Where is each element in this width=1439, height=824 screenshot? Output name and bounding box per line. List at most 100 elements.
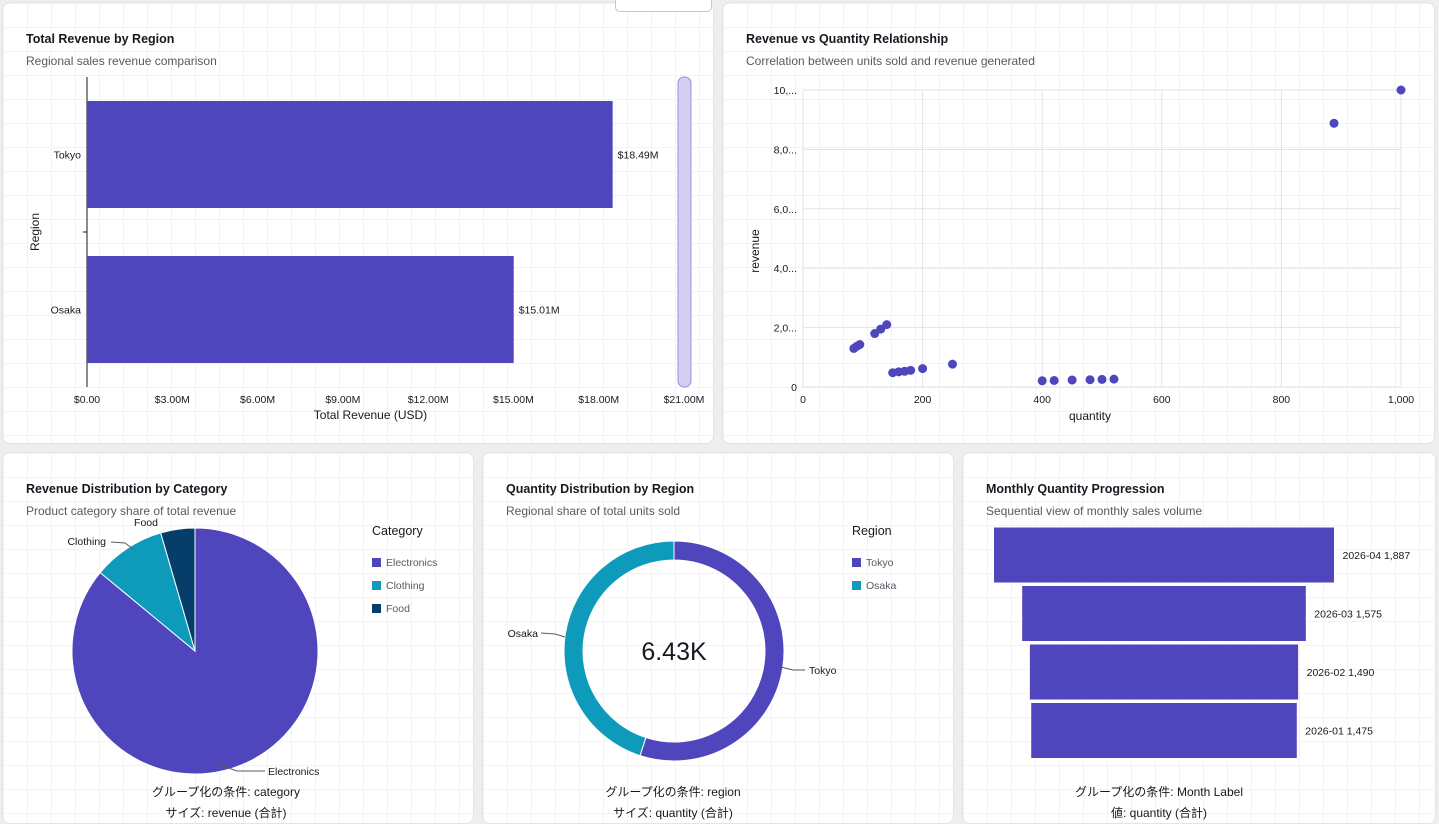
- x-axis-label: quantity: [1069, 409, 1111, 423]
- legend-title: Category: [372, 524, 423, 538]
- y-tick-label: 2,0...: [774, 323, 797, 335]
- legend-item: Tokyo: [866, 557, 894, 569]
- donut-chart: 6.43K Tokyo Osaka Region Tokyo Osaka: [508, 524, 897, 762]
- legend-swatch: [372, 558, 381, 567]
- bar-tokyo: [87, 101, 613, 208]
- scroll-handle: [677, 76, 692, 388]
- center-total: 6.43K: [641, 638, 707, 666]
- y-axis-label: Region: [28, 213, 42, 251]
- group-by-label: グループ化の条件: region: [605, 785, 741, 799]
- bar-chart: Tokyo $18.49M Osaka $15.01M $0.00 $3.00M $6.00…: [28, 76, 705, 422]
- data-label: $18.49M: [618, 150, 659, 162]
- pie-slice-food: [160, 527, 196, 652]
- legend-swatch: [852, 558, 861, 567]
- x-tick-label: 0: [800, 394, 806, 406]
- funnel-label: 2026-03 1,575: [1314, 609, 1382, 621]
- scatter-point: [906, 365, 916, 375]
- funnel-bar-2026-03: [1021, 585, 1307, 642]
- group-by-label: グループ化の条件: Month Label: [1075, 785, 1243, 799]
- slice-label: Tokyo: [809, 665, 837, 677]
- x-tick-label: $9.00M: [325, 394, 360, 406]
- panel-subtitle: Regional share of total units sold: [506, 504, 681, 518]
- x-tick-label: $3.00M: [155, 394, 190, 406]
- visual-toolbar[interactable]: [615, 0, 712, 12]
- scatter-point: [1049, 375, 1059, 385]
- bar-osaka: [87, 256, 514, 363]
- size-label: サイズ: revenue (合計): [165, 806, 287, 820]
- panel-title: Monthly Quantity Progression: [986, 482, 1165, 496]
- y-tick-label: 8,0...: [774, 144, 797, 156]
- donut-slice-osaka: [563, 540, 675, 757]
- x-tick-label: $21.00M: [664, 394, 705, 406]
- y-tick-label: 0: [791, 382, 797, 394]
- monthly-quantity-panel: 2026-04 1,887 2026-03 1,575 2026-02 1,490 2…: [962, 452, 1436, 824]
- leader-line: [110, 541, 134, 550]
- legend-item: Clothing: [386, 580, 425, 592]
- panel-title: Revenue Distribution by Category: [26, 482, 228, 496]
- legend-item: Osaka: [866, 580, 897, 592]
- scatter-point: [1085, 375, 1095, 385]
- revenue-by-region-panel: Total Revenue by Region Regional sales r…: [2, 2, 714, 444]
- panel-subtitle: Sequential view of monthly sales volume: [986, 504, 1203, 518]
- panel-title: Quantity Distribution by Region: [506, 482, 695, 496]
- scatter-point: [918, 364, 928, 374]
- y-axis-label: revenue: [748, 229, 762, 273]
- panel-title: Total Revenue by Region: [26, 32, 175, 46]
- slice-label: Food: [134, 517, 158, 529]
- scatter-chart: 0 2,0... 4,0... 6,0... 8,0... 10,... 0 200 400 60…: [748, 85, 1414, 423]
- scatter-point: [1037, 376, 1047, 386]
- x-tick-label: 400: [1033, 394, 1051, 406]
- legend-title: Region: [852, 524, 892, 538]
- funnel-label: 2026-04 1,887: [1343, 550, 1411, 562]
- y-tick-label: 10,...: [774, 85, 797, 97]
- slice-label: Osaka: [508, 628, 539, 640]
- quantity-by-region-panel: 6.43K Tokyo Osaka Region Tokyo Osaka Quantity…: [482, 452, 954, 824]
- x-tick-label: $18.00M: [578, 394, 619, 406]
- scatter-point: [1329, 118, 1339, 128]
- scatter-point: [1097, 374, 1107, 384]
- funnel-chart: 2026-04 1,887 2026-03 1,575 2026-02 1,490 2…: [993, 526, 1411, 759]
- y-tick-label: 4,0...: [774, 263, 797, 275]
- scatter-point: [1067, 375, 1077, 385]
- funnel-bar-2026-01: [1030, 702, 1298, 759]
- pie-chart: Electronics Clothing Food Category Electroni…: [67, 517, 437, 778]
- y-tick-label: Osaka: [51, 305, 82, 317]
- revenue-by-category-panel: Electronics Clothing Food Category Electroni…: [2, 452, 474, 824]
- x-tick-label: $12.00M: [408, 394, 449, 406]
- y-tick-label: 6,0...: [774, 204, 797, 216]
- scatter-point: [882, 320, 892, 330]
- x-tick-label: 200: [914, 394, 932, 406]
- x-tick-label: 600: [1153, 394, 1171, 406]
- scatter-point: [1396, 85, 1406, 95]
- scatter-point: [855, 340, 865, 350]
- value-label: 値: quantity (合計): [1110, 806, 1208, 820]
- x-tick-label: $0.00: [74, 394, 100, 406]
- slice-label: Electronics: [268, 766, 319, 778]
- legend-swatch: [372, 581, 381, 590]
- panel-subtitle: Product category share of total revenue: [26, 504, 237, 518]
- panel-subtitle: Regional sales revenue comparison: [26, 54, 217, 68]
- leader-line: [216, 763, 265, 772]
- revenue-vs-quantity-panel: Revenue vs Quantity Relationship Correla…: [722, 2, 1435, 444]
- panel-subtitle: Correlation between units sold and reven…: [746, 54, 1035, 68]
- legend-item: Food: [386, 603, 410, 615]
- x-tick-label: 1,000: [1388, 394, 1414, 406]
- x-axis-label: Total Revenue (USD): [314, 408, 427, 422]
- funnel-label: 2026-02 1,490: [1307, 667, 1375, 679]
- x-tick-label: $15.00M: [493, 394, 534, 406]
- legend-swatch: [852, 581, 861, 590]
- scatter-point: [948, 359, 957, 369]
- leader-line: [780, 666, 805, 671]
- funnel-bar-2026-02: [1028, 643, 1300, 701]
- leader-line: [540, 632, 566, 638]
- funnel-label: 2026-01 1,475: [1305, 726, 1373, 738]
- legend-item: Electronics: [386, 557, 437, 569]
- scatter-point: [1109, 374, 1119, 384]
- funnel-bar-2026-04: [993, 526, 1335, 584]
- x-tick-label: 800: [1273, 394, 1291, 406]
- legend-swatch: [372, 604, 381, 613]
- size-label: サイズ: quantity (合計): [613, 806, 733, 820]
- y-tick-label: Tokyo: [54, 150, 82, 162]
- group-by-label: グループ化の条件: category: [152, 785, 300, 799]
- data-label: $15.01M: [519, 305, 560, 317]
